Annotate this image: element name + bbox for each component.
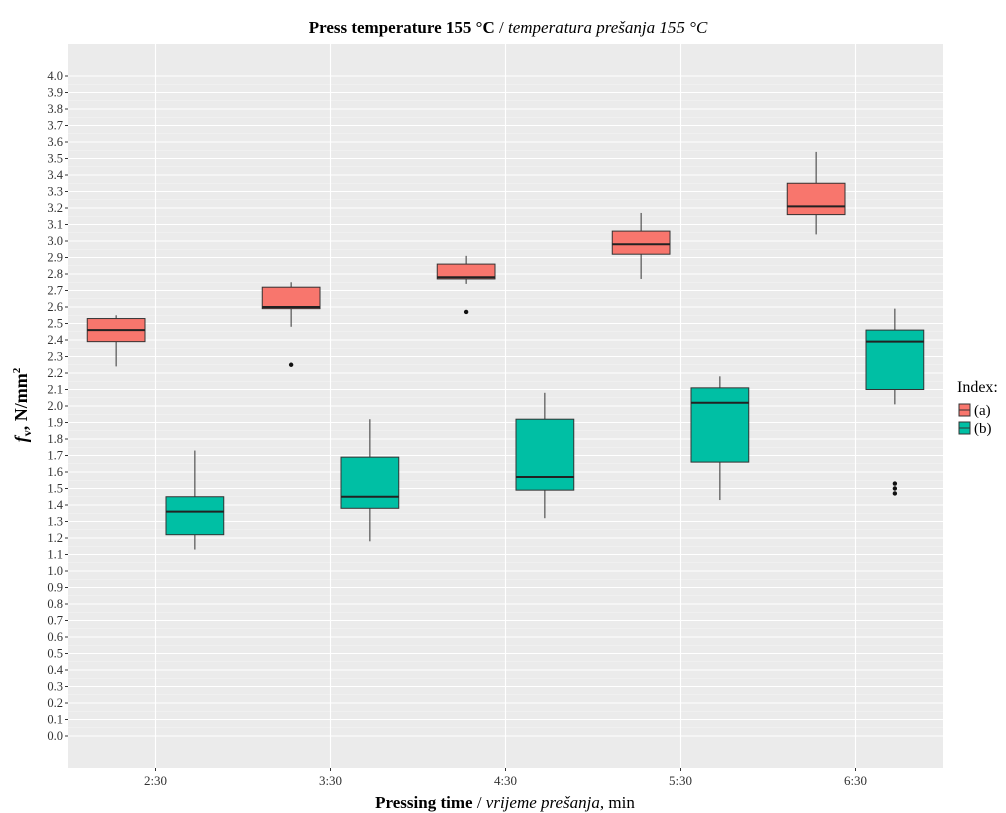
outlier-point [892,486,898,491]
grid-lines [68,44,943,768]
box-a-1 [261,282,321,367]
x-tick-label: 5:30 [669,773,692,788]
y-tick-label: 1.6 [47,465,63,479]
box-a-0 [86,315,146,367]
x-axis-label-tail: , min [600,793,635,812]
y-tick-label: 0.0 [47,729,63,743]
box-iqr [786,182,846,216]
x-axis-label-italic: vrijeme prešanja [486,793,600,812]
x-axis-label-sep: / [473,793,486,812]
y-tick-label: 3.6 [47,135,63,149]
y-tick-label: 0.6 [47,630,63,644]
box-b-4 [865,308,925,496]
y-tick-label: 2.7 [47,284,63,298]
y-axis-label-rest: , N/mm [11,373,31,430]
legend-label: (b) [974,421,992,437]
box-iqr [515,418,575,491]
y-tick-label: 3.2 [47,201,63,215]
y-axis-label-sup: 2 [11,367,23,373]
chart-title-italic: temperatura prešanja 155 °C [508,18,708,37]
y-tick-label: 1.5 [47,482,63,496]
x-tick-label: 3:30 [319,773,342,788]
box-b-1 [340,419,400,542]
y-tick-label: 3.4 [47,168,63,182]
y-tick-label: 2.3 [47,350,63,364]
outlier-point [892,481,898,486]
box-layer [86,151,925,550]
y-axis-label-f: f [11,434,31,442]
y-tick-label: 0.4 [47,663,63,677]
legend-title: Index: [957,379,998,396]
y-tick-label: 3.7 [47,119,63,133]
y-tick-label: 1.2 [47,531,63,545]
y-tick-label: 3.9 [47,86,63,100]
chart-title-bold: Press temperature 155 °C [309,18,495,37]
outlier-point [288,362,294,367]
y-tick-label: 0.3 [47,680,63,694]
box-iqr [436,263,496,280]
box-a-2 [436,255,496,315]
y-tick-label: 2.1 [47,383,63,397]
y-tick-label: 0.8 [47,597,63,611]
y-tick-label: 1.3 [47,515,63,529]
x-axis-ticks: 2:30 3:30 4:30 5:30 6:30 [144,768,867,788]
y-tick-label: 1.4 [47,498,63,512]
y-tick-label: 1.1 [47,548,63,562]
y-tick-label: 0.5 [47,647,63,661]
box-iqr [340,456,400,509]
y-tick-label: 3.8 [47,102,63,116]
chart-title-sep: / [495,18,508,37]
y-tick-label: 0.7 [47,614,63,628]
x-tick-label: 4:30 [494,773,517,788]
box-b-2 [515,392,575,519]
y-tick-label: 1.7 [47,449,63,463]
box-iqr [690,387,750,463]
outlier-point [892,491,898,496]
y-tick-label: 3.3 [47,185,63,199]
x-axis-label-bold: Pressing time [375,793,473,812]
legend-item-b: (b) [958,421,992,437]
y-tick-label: 2.9 [47,251,63,265]
y-axis-ticks: 0.0 0.1 0.2 0.3 0.4 0.5 0.6 0.7 0.8 0.9 1.0 1.1 1.2 1… [47,69,68,743]
box-b-3 [690,376,750,501]
box-b-0 [165,450,225,550]
y-tick-label: 3.1 [47,218,63,232]
y-tick-label: 3.5 [47,152,63,166]
y-axis-label-sub: v [20,430,34,436]
box-iqr [611,230,671,255]
y-tick-label: 1.8 [47,432,63,446]
box-iqr [165,496,225,536]
box-a-3 [611,212,671,279]
y-tick-label: 2.8 [47,267,63,281]
legend-item-a: (a) [958,403,991,419]
y-tick-label: 2.6 [47,300,63,314]
y-tick-label: 2.4 [47,333,63,347]
y-tick-label: 2.2 [47,366,63,380]
outlier-point [463,309,469,315]
box-a-4 [786,151,846,235]
chart-title: Press temperature 155 °C / temperatura p… [309,18,708,37]
y-tick-label: 2.5 [47,317,63,331]
y-tick-label: 0.9 [47,581,63,595]
box-iqr [865,329,925,391]
box-iqr [261,286,321,310]
legend: Index: (a) (b) [957,379,998,437]
x-axis-label: Pressing time / vrijeme prešanja, min [375,793,635,812]
y-tick-label: 0.1 [47,713,63,727]
y-tick-label: 2.0 [47,399,63,413]
y-tick-label: 4.0 [47,69,63,83]
x-tick-label: 2:30 [144,773,167,788]
x-tick-label: 6:30 [844,773,867,788]
y-axis-label: fv, N/mm2 [11,367,34,442]
y-tick-label: 0.2 [47,696,63,710]
y-tick-label: 3.0 [47,234,63,248]
legend-label: (a) [974,403,991,419]
y-tick-label: 1.0 [47,564,63,578]
y-tick-label: 1.9 [47,416,63,430]
